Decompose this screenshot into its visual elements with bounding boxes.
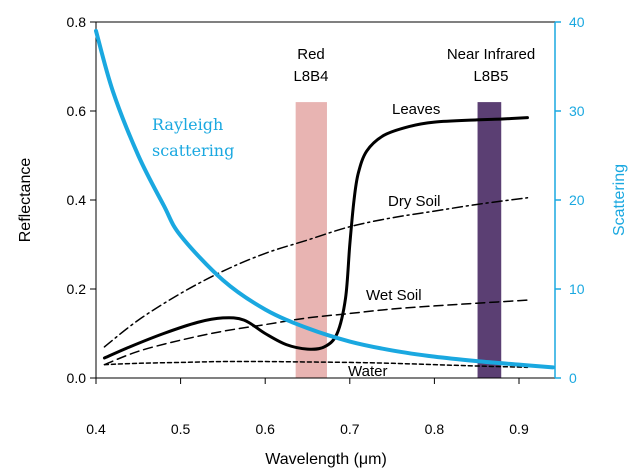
x-tick-label: 0.6 [255, 421, 275, 437]
y2-tick-label: 30 [569, 103, 585, 119]
x-tick-label: 0.5 [171, 421, 191, 437]
x-tick-label: 0.7 [340, 421, 360, 437]
series-layer [94, 28, 555, 370]
y2-tick-label: 0 [569, 370, 577, 386]
series-line-rayleigh-scattering [94, 28, 555, 370]
red-band-label-line1: Red [297, 46, 325, 63]
x-tick-label: 0.4 [86, 421, 106, 437]
rayleigh-label-line2: scattering [152, 141, 234, 160]
y-axis-title: Reflectance [17, 158, 34, 243]
y-tick-label: 0.0 [67, 370, 87, 386]
x-tick-label: 0.9 [509, 421, 529, 437]
band-rect-red [295, 102, 327, 378]
band-rect-nir [477, 102, 502, 378]
dry-soil-label: Dry Soil [388, 193, 441, 210]
red-band-label-line2: L8B4 [293, 68, 328, 85]
leaves-label: Leaves [392, 101, 440, 118]
series-line-leaves [102, 116, 529, 360]
bands-layer [295, 102, 502, 378]
nir-band-label-line2: L8B5 [473, 68, 508, 85]
y2-tick-label: 10 [569, 281, 585, 297]
wet-soil-label: Wet Soil [366, 287, 422, 304]
series-line-dry-soil [103, 197, 529, 348]
y-tick-label: 0.4 [67, 192, 87, 208]
rayleigh-label-line1: Rayleigh [152, 115, 223, 134]
y2-tick-label: 20 [569, 192, 585, 208]
y-tick-label: 0.2 [67, 281, 87, 297]
y2-tick-label: 40 [569, 14, 585, 30]
nir-band-label-line1: Near Infrared [447, 46, 535, 63]
series-line-water [103, 360, 529, 369]
y-tick-label: 0.8 [67, 14, 87, 30]
y-tick-label: 0.6 [67, 103, 87, 119]
x-axis-title: Wavelength (μm) [265, 451, 387, 468]
water-label: Water [348, 363, 387, 380]
x-tick-label: 0.8 [425, 421, 445, 437]
y2-axis-title: Scattering [611, 164, 628, 236]
axes-layer: 0.4 0.5 0.6 0.7 0.8 0.9 0.0 0.2 0.4 0.6 0.8 0 10 20 30… [67, 14, 585, 437]
